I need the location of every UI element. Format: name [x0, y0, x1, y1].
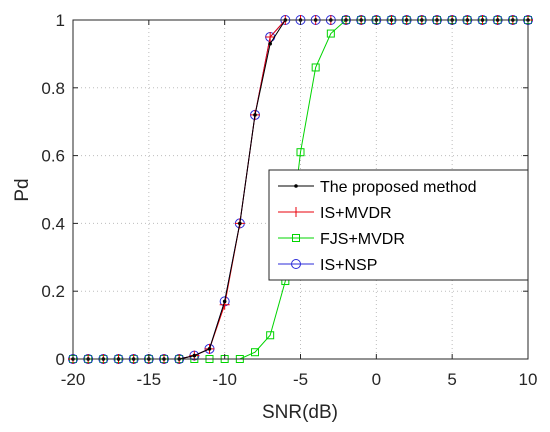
data-point-the-proposed-method [207, 347, 212, 351]
data-point-the-proposed-method [222, 299, 227, 304]
x-axis-title: SNR(dB) [262, 402, 338, 423]
data-point-the-proposed-method [238, 221, 242, 226]
legend-label-the-proposed-method: The proposed method [320, 179, 477, 196]
legend-box [268, 169, 529, 281]
legend-entry-is-nsp: IS+NSP [278, 257, 377, 274]
legend-marker-the-proposed-method [294, 184, 298, 188]
x-tick-label: -5 [293, 370, 308, 389]
legend-marker-fjs-mvdr [292, 234, 300, 242]
data-point-fjs-mvdr [311, 63, 320, 72]
legend-entry-the-proposed-method: The proposed method [278, 179, 477, 196]
legend-entry-is-mvdr: IS+MVDR [278, 205, 392, 222]
legend-entry-fjs-mvdr: FJS+MVDR [278, 231, 405, 248]
x-tick-label: 5 [447, 370, 456, 389]
data-point-fjs-mvdr [251, 348, 259, 357]
data-point-the-proposed-method [253, 113, 257, 117]
x-tick-label: -15 [137, 370, 162, 389]
y-tick-label: 0.2 [41, 282, 65, 301]
y-tick-label: 0.6 [41, 147, 65, 166]
y-tick-label: 0 [56, 350, 65, 369]
x-tick-label: -20 [61, 370, 86, 389]
data-point-the-proposed-method [268, 41, 272, 46]
x-tick-label: 0 [372, 370, 381, 389]
data-point-fjs-mvdr [326, 29, 335, 38]
legend-marker-is-mvdr [291, 207, 301, 217]
axis-ticks: -20 -15 -10 -5 0 5 10 0 0.2 0.4 0.6 0.8 1 [41, 11, 537, 389]
x-tick-label: 10 [519, 370, 538, 389]
data-point-the-proposed-method [192, 353, 197, 358]
y-tick-label: 0.4 [41, 214, 65, 233]
legend: The proposed method IS+MVDR FJS+MVDR IS+NSP [268, 169, 529, 281]
y-tick-label: 1 [56, 11, 65, 30]
y-axis-title: Pd [12, 178, 33, 201]
legend-marker-is-nsp [291, 259, 301, 269]
data-point-fjs-mvdr [266, 331, 275, 340]
data-point-is-mvdr [265, 31, 276, 42]
grid-lines [73, 20, 528, 359]
legend-label-is-nsp: IS+NSP [320, 257, 377, 274]
x-tick-label: -10 [212, 370, 237, 389]
legend-label-is-mvdr: IS+MVDR [320, 205, 392, 222]
legend-label-fjs-mvdr: FJS+MVDR [320, 231, 405, 248]
data-point-fjs-mvdr [296, 148, 305, 157]
y-tick-label: 0.8 [41, 79, 65, 98]
